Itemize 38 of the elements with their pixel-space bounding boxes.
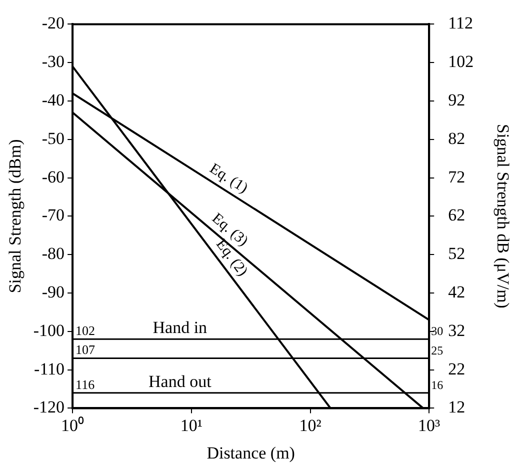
y-tick-label: -40 xyxy=(42,90,65,110)
y2-tick-label: 72 xyxy=(448,167,466,186)
annotation: 102 xyxy=(76,323,96,338)
y-tick-label: -30 xyxy=(42,52,65,72)
y2-tick-label: 22 xyxy=(448,359,466,378)
y2-tick-label: 112 xyxy=(448,14,473,33)
y2-tick-label: 62 xyxy=(448,206,466,225)
y-tick-label: -80 xyxy=(42,244,65,264)
y-tick-label: -110 xyxy=(34,359,65,378)
y2-tick-label: 32 xyxy=(448,320,466,340)
y-tick-label: -90 xyxy=(42,282,65,302)
annotation: 107 xyxy=(76,342,96,358)
y-tick-label: -20 xyxy=(42,14,65,33)
y2-tick-label: 42 xyxy=(448,282,466,302)
y-tick-label: -100 xyxy=(33,320,65,340)
annotation: Hand in xyxy=(152,318,208,338)
y-axis-title: Signal Strength (dBm) xyxy=(6,139,25,294)
y2-axis-title: Signal Strength dB (μV/m) xyxy=(493,124,512,308)
annotation: 116 xyxy=(76,376,96,392)
y2-tick-label: 12 xyxy=(448,398,466,417)
y-tick-label: -120 xyxy=(33,398,65,417)
y2-tick-label: 102 xyxy=(448,52,474,72)
x-axis-title: Distance (m) xyxy=(206,443,295,462)
x-tick-label: 10⁰ xyxy=(61,416,84,435)
y2-tick-label: 92 xyxy=(448,90,466,110)
annotation: 16 xyxy=(431,378,444,392)
y-tick-label: -70 xyxy=(42,206,65,225)
y2-tick-label: 82 xyxy=(448,128,466,148)
annotation: 25 xyxy=(431,343,444,358)
annotation: Hand out xyxy=(148,372,212,391)
text: Eq. (1) xyxy=(206,160,250,197)
y-tick-label: -50 xyxy=(42,128,65,148)
y-tick-label: -60 xyxy=(42,167,65,186)
x-tick-label: 10³ xyxy=(418,416,440,435)
x-tick-label: 10¹ xyxy=(180,416,202,435)
y2-tick-label: 52 xyxy=(448,244,466,264)
annotation: 30 xyxy=(431,324,444,338)
x-tick-label: 10² xyxy=(299,416,322,435)
